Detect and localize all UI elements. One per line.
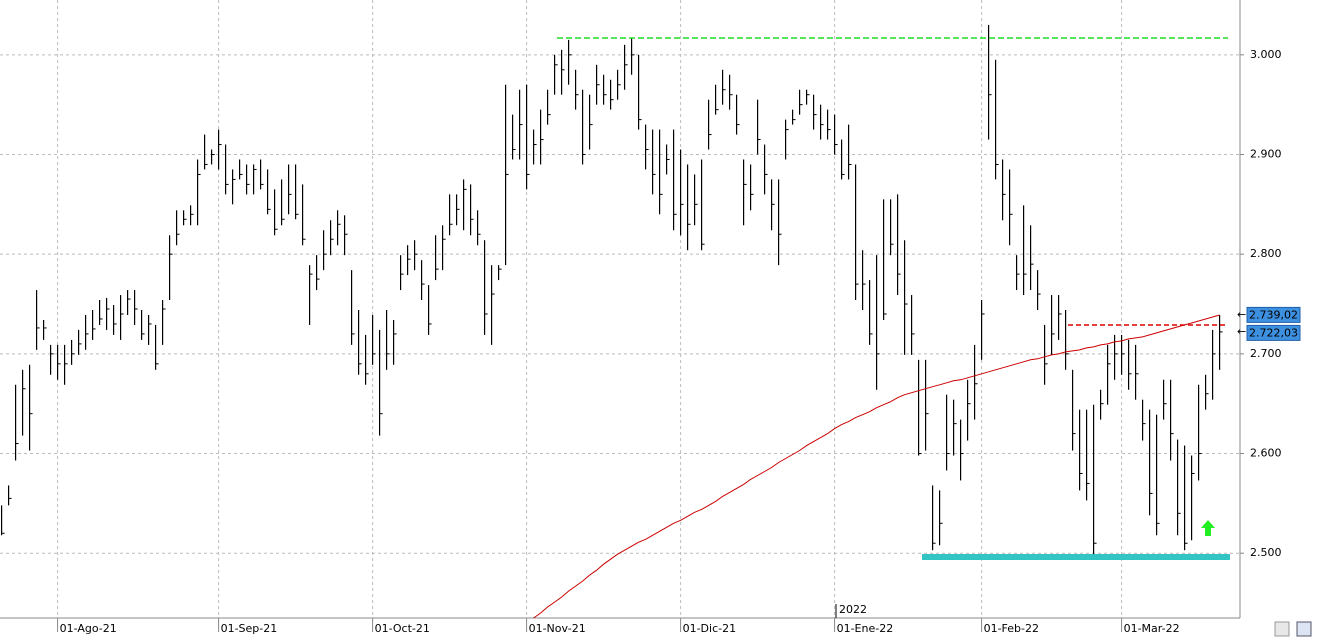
y-tick-label: 2.500 [1250,546,1282,559]
icon[interactable] [1274,621,1290,637]
arrow: ← [1237,325,1246,338]
marks [1,24,1223,619]
price-label-box [1246,306,1301,323]
y-tick-label: 2.900 [1250,148,1282,161]
x-tick-label: 01-Sep-21 [221,622,278,635]
x-tick-label: 01-Feb-22 [984,622,1039,635]
x-tick-label: 01-Mar-22 [1124,622,1180,635]
year-label: 2022 [839,603,867,616]
price-label: 2.722,03 [1249,326,1298,339]
moving-average [533,314,1220,619]
save-icon[interactable] [1296,621,1312,637]
x-tick-label: 01-Ene-22 [837,622,894,635]
x-tick-label: 01-Ago-21 [60,622,117,635]
y-tick-label: 2.700 [1250,347,1282,360]
price-label: 2.739,02 [1249,308,1298,321]
arrow: ← [1237,308,1246,321]
y-tick-label: 2.600 [1250,447,1282,460]
support-zone [922,554,1230,560]
y-tick-label: 2.800 [1250,247,1282,260]
up-arrow [1201,520,1215,536]
y-tick-label: 3.000 [1250,48,1282,61]
x-tick-label: 01-Oct-21 [375,622,430,635]
x-tick-label: 01-Dic-21 [683,622,737,635]
grid [0,0,1240,618]
price-label-box [1246,324,1301,341]
x-tick-label: 01-Nov-21 [529,622,586,635]
